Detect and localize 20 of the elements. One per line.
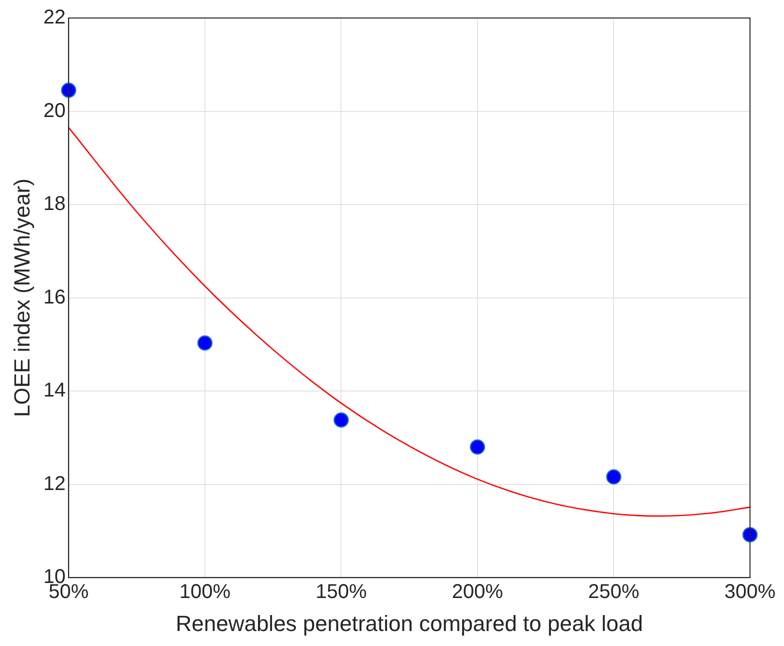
point — [197, 335, 213, 351]
y-tick-label: 20 — [43, 100, 66, 122]
point — [334, 412, 349, 428]
point — [742, 527, 758, 542]
x-tick-label: 100% — [179, 581, 231, 604]
y-tick-label: 12 — [43, 472, 66, 495]
line-series — [68, 126, 751, 517]
y-tick-label: 16 — [43, 286, 66, 308]
y-tick-label: 14 — [43, 380, 66, 402]
x-tick-label: 150% — [316, 581, 367, 604]
point — [606, 469, 622, 484]
x-tick-label: 250% — [588, 581, 640, 604]
point — [61, 82, 76, 98]
x-axis-title: Renewables penetration compared to peak load — [176, 610, 643, 636]
x-tick-label: 300% — [724, 581, 776, 604]
y-axis-title: LOEE index (MWh/year) — [9, 178, 34, 418]
x-tick-label: 200% — [452, 581, 504, 604]
y-tick-label: 18 — [43, 193, 66, 216]
point — [470, 439, 486, 455]
y-tick-label: 22 — [43, 6, 66, 29]
